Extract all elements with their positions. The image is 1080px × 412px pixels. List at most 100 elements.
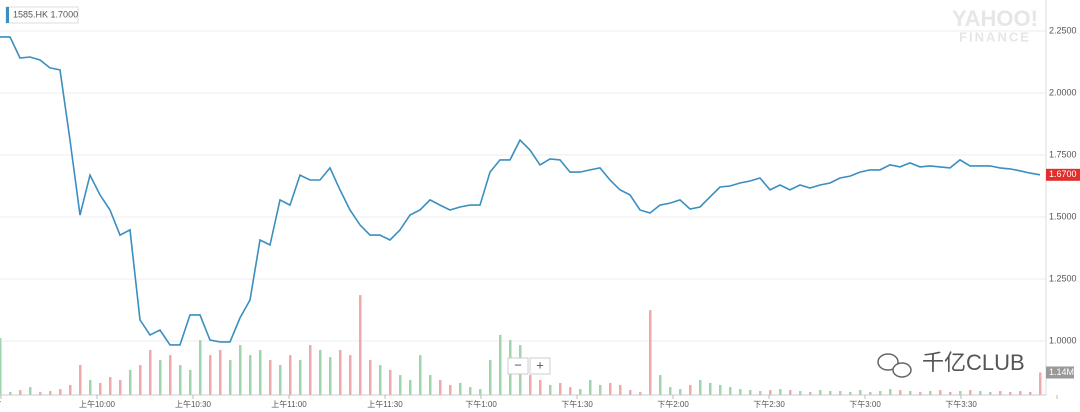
price-marker-label: 1.6700 — [1049, 169, 1077, 179]
brand: 千亿CLUB — [922, 350, 1025, 375]
volume-bar — [689, 384, 692, 395]
volume-bar — [929, 391, 932, 395]
volume-bar — [529, 375, 532, 395]
volume-bar — [59, 389, 62, 395]
volume-bar — [149, 349, 152, 395]
zoom-in-label[interactable]: + — [536, 357, 544, 372]
volume-bar — [999, 391, 1002, 395]
volume-bar — [549, 384, 552, 395]
y-tick-label: 1.2500 — [1049, 273, 1077, 283]
x-tick-label: 上午11:00 — [271, 399, 307, 409]
volume-bar — [1029, 392, 1032, 395]
volume-marker-label: 1.14M — [1049, 367, 1074, 377]
y-tick-label: 2.0000 — [1049, 87, 1077, 97]
volume-bar — [649, 310, 652, 395]
volume-bar — [489, 360, 492, 395]
volume-bar — [269, 360, 272, 395]
volume-bar — [759, 391, 762, 395]
volume-bar — [699, 379, 702, 395]
volume-bar — [389, 369, 392, 395]
volume-bar — [199, 340, 202, 395]
volume-bar — [739, 389, 742, 395]
volume-bar — [729, 387, 732, 395]
volume-bar — [29, 387, 32, 395]
volume-bar — [9, 392, 12, 395]
volume-bar — [1039, 372, 1042, 395]
volume-bar — [849, 392, 852, 395]
x-tick-label: 下午1:00 — [465, 399, 497, 409]
volume-bar — [69, 384, 72, 395]
watermark: YAHOO! — [952, 6, 1038, 31]
price-marker — [1046, 168, 1080, 181]
volume-bar — [779, 389, 782, 395]
volume-bar — [949, 392, 952, 395]
volume-bar — [0, 338, 2, 395]
zoom-out[interactable] — [507, 357, 529, 375]
volume-bar — [339, 349, 342, 395]
volume-bar — [159, 360, 162, 395]
x-tick-label: 下午3:00 — [849, 399, 881, 409]
volume-bar — [989, 392, 992, 395]
volume-bar — [409, 379, 412, 395]
volume-bar — [349, 355, 352, 395]
volume-bar — [969, 390, 972, 395]
volume-bar — [679, 389, 682, 395]
volume-bar — [569, 387, 572, 395]
volume-bar — [799, 391, 802, 395]
volume-bar — [449, 384, 452, 395]
x-tick-label: 上午10:00 — [79, 399, 116, 409]
volume-bar — [719, 384, 722, 395]
volume-bar — [959, 391, 962, 395]
volume-bar — [539, 379, 542, 395]
volume-bar — [769, 390, 772, 395]
volume-bar — [709, 382, 712, 395]
volume-bar — [119, 379, 122, 395]
volume-bar — [609, 382, 612, 395]
volume-bar — [829, 391, 832, 395]
volume-bar — [919, 392, 922, 395]
volume-bar — [979, 391, 982, 395]
volume-bar — [89, 379, 92, 395]
volume-bar — [239, 345, 242, 395]
y-tick-label: 1.5000 — [1049, 211, 1077, 221]
volume-bar — [99, 382, 102, 395]
volume-bar — [329, 357, 332, 395]
x-tick-label: 上午10:30 — [175, 399, 212, 409]
volume-bar — [39, 392, 42, 395]
y-tick-label: 2.2500 — [1049, 25, 1077, 35]
volume-bar — [879, 391, 882, 395]
volume-bar — [839, 391, 842, 395]
volume-bar — [399, 375, 402, 395]
x-tick-label: 上午11:30 — [367, 399, 403, 409]
x-tick-label: /7 — [0, 400, 2, 409]
volume-bar — [439, 379, 442, 395]
brand-icon — [877, 353, 912, 378]
volume-bar — [749, 390, 752, 395]
volume-bar — [579, 389, 582, 395]
price-line — [0, 36, 1041, 346]
volume-bar — [819, 390, 822, 395]
volume-bar — [309, 345, 312, 395]
volume-bar — [179, 364, 182, 395]
volume-bar — [139, 364, 142, 395]
volume-bar — [169, 355, 172, 395]
volume-bar — [559, 382, 562, 395]
volume-bar — [189, 369, 192, 395]
volume-bar — [459, 382, 462, 395]
volume-bar — [19, 390, 22, 395]
volume-bar — [219, 349, 222, 395]
volume-bar — [109, 377, 112, 395]
volume-bar — [289, 355, 292, 395]
volume-bar — [279, 364, 282, 395]
x-tick-label: 下午2:00 — [657, 399, 689, 409]
volume-bar — [629, 390, 632, 395]
volume-bar — [259, 349, 262, 395]
volume-bar — [789, 390, 792, 395]
zoom-out-label[interactable]: − — [514, 357, 522, 372]
legend-swatch — [6, 7, 9, 23]
volume-bar — [419, 355, 422, 395]
zoom-in[interactable] — [529, 357, 551, 375]
volume-bar — [589, 379, 592, 395]
watermark: FINANCE — [959, 29, 1031, 44]
volume-bar — [669, 387, 672, 395]
